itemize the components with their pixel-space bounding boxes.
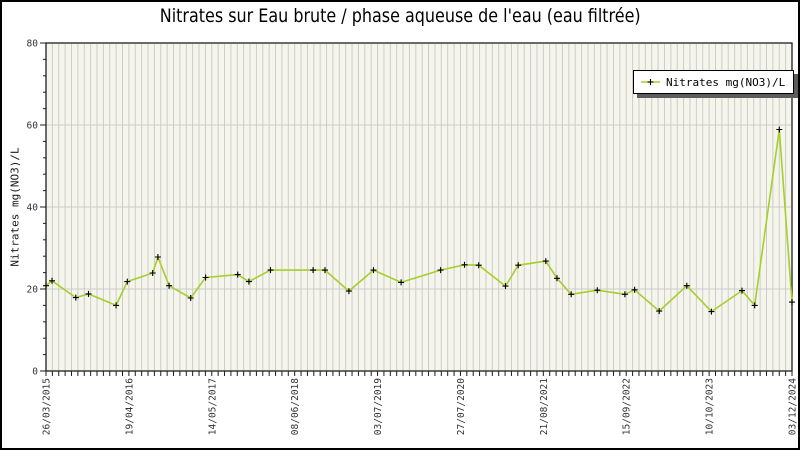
svg-text:0: 0 — [32, 367, 38, 378]
svg-text:60: 60 — [27, 121, 39, 132]
legend-label: Nitrates mg(NO3)/L — [666, 75, 786, 89]
svg-text:21/08/2021: 21/08/2021 — [539, 378, 550, 435]
svg-text:15/09/2022: 15/09/2022 — [622, 378, 633, 435]
svg-text:08/06/2018: 08/06/2018 — [290, 378, 301, 435]
legend: Nitrates mg(NO3)/L — [633, 70, 795, 94]
chart-title-text: Nitrates sur Eau brute / phase aqueuse d… — [159, 5, 641, 27]
svg-text:20: 20 — [27, 285, 39, 296]
svg-text:19/04/2016: 19/04/2016 — [124, 378, 135, 435]
svg-text:14/05/2017: 14/05/2017 — [207, 378, 218, 435]
svg-text:80: 80 — [27, 39, 39, 50]
svg-text:26/03/2015: 26/03/2015 — [42, 378, 53, 435]
svg-text:03/07/2019: 03/07/2019 — [373, 378, 384, 435]
svg-text:40: 40 — [27, 203, 39, 214]
svg-text:10/10/2023: 10/10/2023 — [705, 378, 716, 435]
chart-title: Nitrates sur Eau brute / phase aqueuse d… — [2, 5, 798, 27]
legend-line-sample-icon — [641, 79, 660, 85]
svg-text:03/12/2024: 03/12/2024 — [788, 378, 799, 435]
svg-text:27/07/2020: 27/07/2020 — [456, 378, 467, 435]
